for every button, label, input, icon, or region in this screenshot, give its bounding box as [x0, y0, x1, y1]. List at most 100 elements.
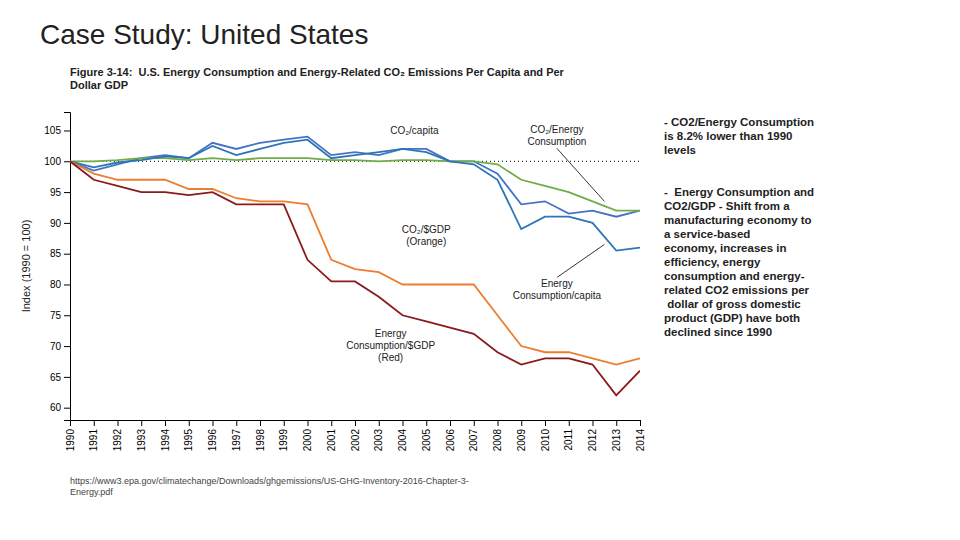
x-tick-mark [616, 420, 617, 426]
y-tick-mark [64, 192, 70, 193]
x-tick-mark [189, 420, 190, 426]
x-tick-mark [545, 420, 546, 426]
text-line: - CO2/Energy Consumption [664, 116, 814, 128]
text-line: CO₂/Energy [530, 124, 583, 135]
x-tick: 2001 [326, 420, 337, 451]
y-tick-mark [64, 315, 70, 316]
annotation: CO₂/$GDP(Orange) [402, 224, 451, 247]
text-line: Figure 3-14: U.S. Energy Consumption and… [70, 66, 565, 78]
x-tick-label: 2000 [302, 429, 313, 452]
lines [70, 137, 640, 396]
x-tick: 2011 [563, 420, 574, 451]
text-line: product (GDP) have both [664, 312, 800, 324]
y-tick: 105 [44, 125, 70, 136]
x-tick-label: 1990 [65, 429, 76, 452]
x-tick-label: 1992 [112, 429, 123, 452]
y-tick-label: 105 [44, 125, 61, 136]
x-tick-label: 2003 [373, 429, 384, 452]
y-tick-mark [64, 377, 70, 378]
x-tick-mark [118, 420, 119, 426]
x-axis-line [71, 421, 641, 427]
y-tick-mark [64, 161, 70, 162]
text-line: CO₂/capita [390, 125, 439, 136]
title: Case Study: United States [40, 19, 368, 50]
x-tick: 2003 [373, 420, 384, 451]
x-tick: 1990 [65, 420, 76, 451]
y-tick: 80 [50, 279, 70, 290]
subtitle: Figure 3-14: U.S. Energy Consumption and… [70, 66, 565, 91]
text-line: Index (1990 = 100) [20, 220, 32, 313]
x-tick-label: 1994 [160, 429, 171, 452]
series-line [70, 158, 640, 210]
x-tick-label: 2012 [587, 429, 598, 452]
x-tick-label: 2013 [611, 429, 622, 452]
text-line: dollar of gross domestic [664, 298, 801, 310]
x-tick-mark [593, 420, 594, 426]
x-tick: 2009 [516, 420, 527, 451]
x-tick-label: 1993 [136, 429, 147, 452]
x-tick-label: 1995 [183, 429, 194, 452]
annotation: CO₂/EnergyConsumption [527, 124, 586, 147]
text-line: Consumption [527, 136, 586, 147]
text-line: Consumption/capita [513, 290, 602, 301]
x-tick-mark [640, 420, 641, 426]
x-tick: 2006 [445, 420, 456, 451]
annotation: CO₂/capita [390, 125, 439, 136]
x-tick: 1998 [255, 420, 266, 451]
text-line: a service-based [664, 228, 750, 240]
text-line: (Red) [378, 352, 403, 363]
x-axis: 1990199119921993199419951996199719981999… [65, 420, 646, 451]
x-tick-label: 2010 [540, 429, 551, 452]
text-line: https://www3.epa.gov/climatechange/Downl… [70, 476, 469, 486]
x-tick: 2007 [468, 420, 479, 451]
x-tick-mark [569, 420, 570, 426]
y-tick-label: 75 [50, 310, 62, 321]
text-line: declined since 1990 [664, 326, 772, 338]
source: https://www3.epa.gov/climatechange/Downl… [70, 476, 469, 497]
x-tick-label: 2001 [326, 429, 337, 452]
y-axis-title: Index (1990 = 100) [20, 220, 32, 313]
x-tick: 1997 [231, 420, 242, 451]
y-tick-label: 100 [44, 156, 61, 167]
side-note: - CO2/Energy Consumptionis 8.2% lower th… [664, 116, 814, 156]
annotation: EnergyConsumption/$GDP(Red) [346, 328, 435, 363]
y-tick-mark [64, 346, 70, 347]
x-tick-label: 2007 [468, 429, 479, 452]
side-note: - Energy Consumption andCO2/GDP - Shift … [664, 186, 814, 338]
x-tick: 2012 [587, 420, 598, 451]
y-tick: 85 [50, 248, 70, 259]
x-tick: 2008 [492, 420, 503, 451]
x-tick-mark [331, 420, 332, 426]
x-tick-label: 2011 [563, 429, 574, 451]
x-tick-mark [521, 420, 522, 426]
text-line: Energy.pdf [70, 487, 113, 497]
y-tick-mark [64, 408, 70, 409]
x-tick-mark [403, 420, 404, 426]
y-axis: 6065707580859095100105 [44, 113, 70, 421]
x-tick-mark [141, 420, 142, 426]
y-tick: 90 [50, 218, 70, 229]
y-axis-line [64, 113, 71, 421]
y-tick-label: 85 [50, 248, 62, 259]
y-tick: 75 [50, 310, 70, 321]
x-tick-mark [379, 420, 380, 426]
y-tick-mark [64, 284, 70, 285]
text-line: Consumption/$GDP [346, 340, 435, 351]
x-tick: 2000 [302, 420, 313, 451]
x-tick-mark [260, 420, 261, 426]
x-tick: 1992 [112, 420, 123, 451]
x-tick: 2014 [635, 420, 646, 451]
x-tick-label: 1997 [231, 429, 242, 452]
text-line: related CO2 emissions per [664, 284, 810, 296]
y-tick: 95 [50, 187, 70, 198]
text-line: CO2/GDP - Shift from a [664, 200, 790, 212]
text-line: manufacturing economy to [664, 214, 812, 226]
y-tick-label: 65 [50, 372, 62, 383]
x-tick-label: 1996 [207, 429, 218, 452]
text-line: levels [664, 144, 696, 156]
annotation: EnergyConsumption/capita [513, 278, 602, 301]
annotation-connector [557, 148, 605, 201]
x-tick: 1993 [136, 420, 147, 451]
x-tick: 2002 [350, 420, 361, 451]
y-tick: 70 [50, 341, 70, 352]
